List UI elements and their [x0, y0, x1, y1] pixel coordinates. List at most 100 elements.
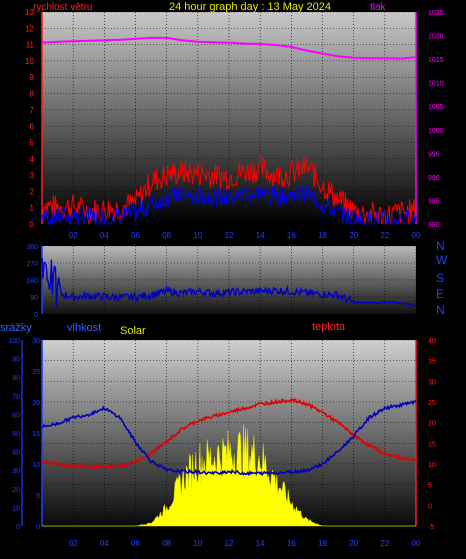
axis-labels: 0123456789101112139809859909951000100510… — [8, 8, 443, 548]
wind-speed-tick: 2 — [30, 187, 35, 196]
pressure-line — [41, 36, 417, 60]
temperature-tick: 10 — [428, 462, 436, 469]
wind-speed-tick: 6 — [30, 122, 35, 131]
wind-speed-tick: 11 — [26, 41, 35, 50]
pressure-tick: 1000 — [428, 128, 444, 135]
humidity-tick: 20 — [32, 400, 40, 407]
wind-speed-tick: 0 — [30, 220, 35, 229]
gust-line — [41, 155, 417, 225]
time-tick-bottom: 00 — [412, 539, 421, 548]
compass-n-top: N — [436, 239, 445, 253]
time-tick-bottom: 18 — [318, 539, 327, 548]
rain-tick: 60 — [12, 412, 20, 419]
wind-speed-tick: 4 — [30, 155, 35, 164]
direction-tick: 180 — [26, 278, 38, 285]
solar-label: Solar — [120, 325, 146, 337]
wind-direction-line — [41, 257, 417, 307]
rain-tick: 0 — [16, 524, 20, 531]
wind-speed-tick: 7 — [30, 106, 35, 115]
pressure-tick: 995 — [428, 151, 440, 158]
wind-speed-tick: 3 — [30, 171, 35, 180]
humidity-label: vlhkost — [67, 322, 101, 334]
time-tick-top: 06 — [131, 231, 140, 240]
humidity-tick: 10 — [32, 462, 40, 469]
time-tick-bottom: 10 — [193, 539, 202, 548]
wind-speed-tick: 10 — [25, 57, 34, 66]
time-tick-bottom: 06 — [131, 539, 140, 548]
time-tick-top: 04 — [100, 231, 109, 240]
time-tick-bottom: 22 — [380, 539, 389, 548]
rain-tick: 20 — [12, 487, 20, 494]
temperature-tick: 40 — [428, 338, 436, 345]
pressure-tick: 1025 — [428, 10, 444, 17]
pressure-tick: 990 — [428, 175, 440, 182]
time-tick-top: 22 — [380, 231, 389, 240]
compass-s: S — [436, 271, 444, 285]
pressure-label: tlak — [370, 2, 387, 13]
wind-speed-tick: 8 — [30, 90, 35, 99]
time-tick-bottom: 04 — [100, 539, 109, 548]
time-tick-top: 14 — [256, 231, 265, 240]
humidity-tick: 15 — [32, 431, 40, 438]
time-tick-top: 10 — [193, 231, 202, 240]
pressure-tick: 1010 — [428, 81, 444, 88]
time-tick-top: 16 — [287, 231, 296, 240]
pressure-tick: 1015 — [428, 57, 444, 64]
time-tick-bottom: 14 — [256, 539, 265, 548]
humidity-line — [42, 399, 417, 477]
direction-tick: 90 — [30, 295, 38, 302]
rain-tick: 40 — [12, 450, 20, 457]
rain-tick: 80 — [12, 375, 20, 382]
time-tick-bottom: 12 — [225, 539, 234, 548]
pressure-tick: 980 — [428, 222, 440, 229]
bottom-series — [41, 398, 417, 527]
pressure-tick: 985 — [428, 198, 440, 205]
rain-tick: 10 — [12, 505, 20, 512]
time-tick-bottom: 20 — [349, 539, 358, 548]
compass-n-bottom: N — [436, 303, 445, 317]
rain-tick: 30 — [12, 468, 20, 475]
compass-e: E — [436, 287, 444, 301]
wind-speed-line — [41, 183, 417, 226]
rain-tick: 50 — [12, 431, 20, 438]
humidity-tick: 25 — [32, 369, 40, 376]
humidity-tick: 30 — [32, 338, 40, 345]
temperature-tick: 0 — [428, 503, 432, 510]
temperature-label: teplota — [312, 321, 346, 333]
temperature-tick: -5 — [428, 524, 434, 531]
temperature-tick: 25 — [428, 400, 436, 407]
time-tick-top: 02 — [69, 231, 78, 240]
direction-tick: 270 — [26, 261, 38, 268]
humidity-tick: 0 — [36, 524, 40, 531]
wind-speed-tick: 12 — [25, 24, 34, 33]
pressure-tick: 1020 — [428, 34, 444, 41]
temperature-tick: 35 — [428, 359, 436, 366]
time-tick-top: 00 — [412, 231, 421, 240]
temperature-tick: 30 — [428, 379, 436, 386]
temperature-tick: 5 — [428, 483, 432, 490]
rain-tick: 100 — [8, 338, 20, 345]
rain-label: srážky — [0, 322, 32, 334]
wind-speed-tick: 1 — [30, 204, 35, 213]
mid-grid — [41, 245, 417, 315]
top-series — [41, 36, 417, 226]
top-grid — [41, 11, 417, 225]
time-tick-top: 12 — [225, 231, 234, 240]
direction-tick: 0 — [34, 312, 38, 319]
wind-speed-tick: 5 — [30, 138, 35, 147]
wind-speed-tick: 9 — [30, 73, 35, 82]
solar-area — [42, 424, 416, 527]
wind-speed-tick: 13 — [25, 8, 34, 17]
time-tick-top: 20 — [349, 231, 358, 240]
temperature-tick: 15 — [428, 441, 436, 448]
time-tick-top: 18 — [318, 231, 327, 240]
compass-w: W — [436, 253, 448, 267]
chart-title: 24 hour graph day : 13 May 2024 — [169, 1, 331, 13]
humidity-tick: 5 — [36, 493, 40, 500]
rain-tick: 70 — [12, 394, 20, 401]
time-tick-bottom: 02 — [69, 539, 78, 548]
pressure-tick: 1005 — [428, 104, 444, 111]
time-tick-bottom: 16 — [287, 539, 296, 548]
